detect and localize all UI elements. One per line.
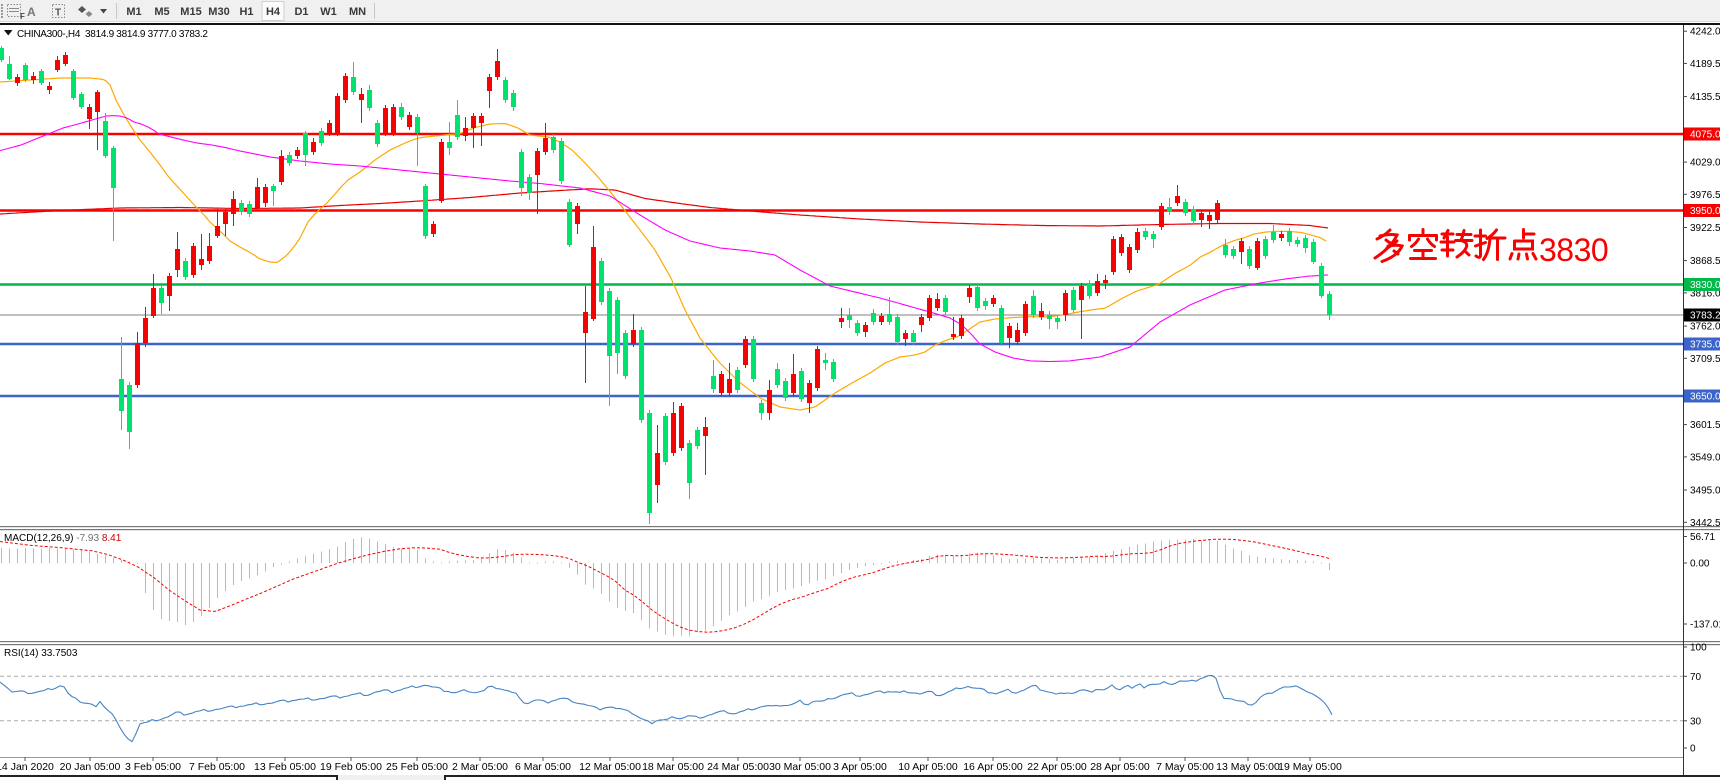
svg-text:3709.5: 3709.5	[1690, 354, 1720, 365]
svg-text:30: 30	[1690, 716, 1702, 727]
svg-text:56.71: 56.71	[1690, 532, 1715, 543]
svg-text:0: 0	[1690, 744, 1696, 755]
svg-text:4029.0: 4029.0	[1690, 158, 1720, 169]
svg-text:25 Feb 05:00: 25 Feb 05:00	[386, 761, 448, 773]
svg-text:W1: W1	[320, 6, 337, 18]
svg-text:7 May 05:00: 7 May 05:00	[1156, 761, 1214, 773]
svg-text:3650.0: 3650.0	[1690, 392, 1720, 403]
svg-text:3868.5: 3868.5	[1690, 256, 1720, 267]
svg-text:M30: M30	[208, 6, 229, 18]
svg-text:3950.0: 3950.0	[1690, 206, 1720, 217]
svg-text:M15: M15	[180, 6, 201, 18]
svg-text:3976.5: 3976.5	[1690, 190, 1720, 201]
svg-text:6 Mar 05:00: 6 Mar 05:00	[515, 761, 571, 773]
svg-text:F: F	[20, 12, 25, 21]
svg-text:3495.0: 3495.0	[1690, 486, 1720, 497]
svg-text:7 Feb 05:00: 7 Feb 05:00	[189, 761, 245, 773]
svg-text:20 Jan 05:00: 20 Jan 05:00	[60, 761, 121, 773]
svg-text:3830.0: 3830.0	[1690, 280, 1720, 291]
svg-text:14 Jan 2020: 14 Jan 2020	[0, 761, 54, 773]
svg-text:13 May 05:00: 13 May 05:00	[1216, 761, 1280, 773]
svg-text:3762.0: 3762.0	[1690, 322, 1720, 333]
svg-text:4242.0: 4242.0	[1690, 27, 1720, 38]
svg-text:M5: M5	[154, 6, 169, 18]
svg-text:3442.5: 3442.5	[1690, 518, 1720, 529]
svg-text:30 Mar 05:00: 30 Mar 05:00	[769, 761, 831, 773]
svg-text:3816.0: 3816.0	[1690, 288, 1720, 299]
svg-text:100: 100	[1690, 643, 1707, 654]
svg-text:CHINA300-,H4 3814.9 3814.9 37: CHINA300-,H4 3814.9 3814.9 3777.0 3783.2	[17, 29, 208, 40]
svg-text:22 Apr 05:00: 22 Apr 05:00	[1027, 761, 1087, 773]
svg-text:MACD(12,26,9) -7.93 8.41: MACD(12,26,9) -7.93 8.41	[4, 533, 122, 544]
svg-text:H4: H4	[266, 6, 281, 18]
svg-text:70: 70	[1690, 672, 1702, 683]
svg-text:4075.0: 4075.0	[1690, 130, 1720, 141]
svg-text:-137.01: -137.01	[1690, 620, 1720, 631]
svg-text:13 Feb 05:00: 13 Feb 05:00	[254, 761, 316, 773]
svg-text:28 Apr 05:00: 28 Apr 05:00	[1090, 761, 1150, 773]
svg-text:3783.2: 3783.2	[1690, 311, 1720, 322]
svg-text:19 May 05:00: 19 May 05:00	[1278, 761, 1342, 773]
svg-text:D1: D1	[294, 6, 308, 18]
svg-text:4189.5: 4189.5	[1690, 59, 1720, 70]
svg-text:0.00: 0.00	[1690, 559, 1710, 570]
svg-text:3 Apr 05:00: 3 Apr 05:00	[833, 761, 887, 773]
svg-text:RSI(14) 33.7503: RSI(14) 33.7503	[4, 648, 78, 659]
svg-text:18 Mar 05:00: 18 Mar 05:00	[642, 761, 704, 773]
svg-text:3735.0: 3735.0	[1690, 340, 1720, 351]
svg-text:3 Feb 05:00: 3 Feb 05:00	[125, 761, 181, 773]
svg-text:3922.5: 3922.5	[1690, 223, 1720, 234]
svg-text:19 Feb 05:00: 19 Feb 05:00	[320, 761, 382, 773]
svg-text:24 Mar 05:00: 24 Mar 05:00	[707, 761, 769, 773]
svg-text:A: A	[27, 5, 36, 19]
svg-text:4135.5: 4135.5	[1690, 92, 1720, 103]
svg-text:MN: MN	[349, 6, 366, 18]
svg-text:3601.5: 3601.5	[1690, 420, 1720, 431]
svg-text:2 Mar 05:00: 2 Mar 05:00	[452, 761, 508, 773]
svg-text:3830: 3830	[1539, 232, 1608, 268]
svg-text:M1: M1	[126, 6, 141, 18]
svg-text:10 Apr 05:00: 10 Apr 05:00	[898, 761, 958, 773]
svg-text:16 Apr 05:00: 16 Apr 05:00	[963, 761, 1023, 773]
svg-text:T: T	[55, 8, 61, 19]
svg-text:12 Mar 05:00: 12 Mar 05:00	[579, 761, 641, 773]
svg-text:H1: H1	[239, 6, 253, 18]
svg-text:3549.0: 3549.0	[1690, 452, 1720, 463]
